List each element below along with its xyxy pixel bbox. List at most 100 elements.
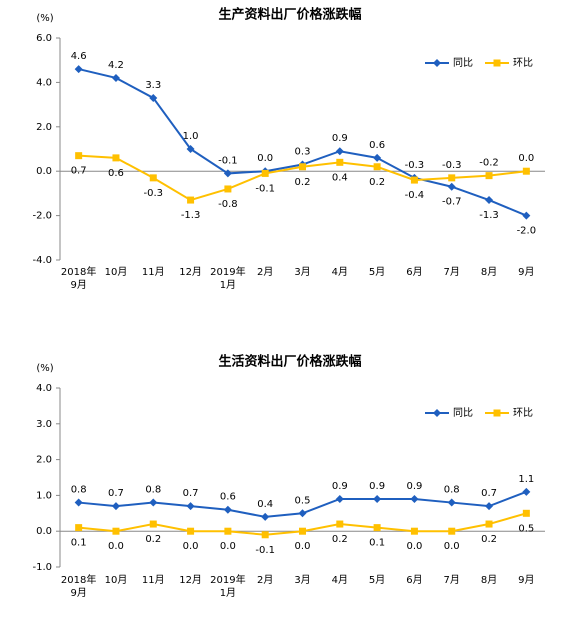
data-label: 0.8 bbox=[145, 485, 161, 496]
data-label: 1.1 bbox=[518, 474, 534, 485]
x-tick-label: 3月 bbox=[294, 266, 310, 278]
marker bbox=[373, 153, 382, 162]
marker bbox=[336, 520, 344, 528]
marker bbox=[522, 167, 530, 175]
x-tick-label: 5月 bbox=[369, 574, 385, 586]
data-label: 0.5 bbox=[295, 495, 311, 506]
data-label: 0.0 bbox=[444, 541, 460, 552]
marker bbox=[485, 172, 493, 180]
x-tick-label: 2018年 bbox=[61, 265, 96, 278]
marker bbox=[74, 498, 83, 507]
y-axis-label: (%) bbox=[36, 363, 53, 374]
data-label: 0.2 bbox=[481, 534, 497, 545]
y-tick-label: 1.0 bbox=[36, 490, 52, 501]
x-tick-label: 1月 bbox=[220, 587, 236, 599]
data-label: 0.0 bbox=[220, 541, 236, 552]
marker bbox=[373, 494, 382, 503]
data-label: 0.9 bbox=[369, 481, 385, 492]
legend-label: 同比 bbox=[453, 57, 473, 69]
marker bbox=[448, 174, 456, 182]
data-label: 0.2 bbox=[295, 177, 311, 188]
x-tick-label: 11月 bbox=[142, 574, 165, 586]
data-label: 3.3 bbox=[145, 80, 161, 91]
marker bbox=[447, 498, 456, 507]
data-label: 0.9 bbox=[332, 133, 348, 144]
x-tick-label: 8月 bbox=[481, 266, 497, 278]
data-label: -0.7 bbox=[442, 197, 462, 208]
data-label: -1.3 bbox=[181, 210, 201, 221]
data-label: 0.8 bbox=[71, 485, 87, 496]
data-label: -0.8 bbox=[218, 199, 238, 210]
marker bbox=[298, 509, 307, 518]
y-tick-label: 0.0 bbox=[36, 526, 52, 537]
x-tick-label: 2019年 bbox=[210, 573, 245, 586]
data-label: 0.0 bbox=[183, 541, 199, 552]
y-axis-label: (%) bbox=[36, 13, 53, 24]
data-label: -0.2 bbox=[479, 158, 499, 169]
legend-marker bbox=[493, 59, 501, 67]
x-tick-label: 10月 bbox=[105, 266, 128, 278]
x-tick-label: 11月 bbox=[142, 266, 165, 278]
legend-marker bbox=[433, 409, 441, 417]
x-tick-label: 8月 bbox=[481, 574, 497, 586]
data-label: 0.4 bbox=[332, 172, 348, 183]
marker bbox=[335, 494, 344, 503]
x-tick-label: 2019年 bbox=[210, 265, 245, 278]
marker bbox=[373, 163, 381, 171]
data-label: 0.4 bbox=[257, 499, 273, 510]
data-label: 0.7 bbox=[183, 488, 199, 499]
y-tick-label: 3.0 bbox=[36, 419, 52, 430]
marker bbox=[186, 145, 195, 153]
data-label: 0.0 bbox=[257, 153, 273, 164]
data-label: -2.0 bbox=[517, 226, 537, 237]
marker bbox=[522, 211, 531, 220]
x-tick-label: 12月 bbox=[179, 574, 202, 586]
data-label: 0.6 bbox=[369, 140, 385, 151]
data-label: -0.3 bbox=[405, 160, 425, 171]
x-tick-label: 7月 bbox=[444, 574, 460, 586]
data-label: 0.1 bbox=[71, 538, 87, 549]
marker bbox=[447, 182, 456, 191]
marker bbox=[112, 527, 120, 535]
x-tick-label: 9月 bbox=[518, 266, 534, 278]
marker bbox=[224, 185, 232, 193]
y-tick-label: -2.0 bbox=[32, 211, 52, 222]
x-tick-label: 1月 bbox=[220, 279, 236, 291]
y-tick-label: 0.0 bbox=[36, 166, 52, 177]
data-label: 4.2 bbox=[108, 60, 124, 71]
marker bbox=[112, 154, 120, 162]
marker bbox=[485, 502, 494, 511]
marker bbox=[149, 174, 157, 182]
data-label: 0.2 bbox=[332, 534, 348, 545]
data-label: 0.9 bbox=[406, 481, 422, 492]
data-label: -1.3 bbox=[479, 210, 499, 221]
data-label: 0.5 bbox=[518, 523, 534, 534]
marker bbox=[522, 509, 530, 517]
x-tick-label: 2018年 bbox=[61, 573, 96, 586]
legend-marker bbox=[433, 59, 441, 67]
marker bbox=[75, 152, 83, 160]
data-label: 0.0 bbox=[406, 541, 422, 552]
y-tick-label: 4.0 bbox=[36, 383, 52, 394]
y-tick-label: -1.0 bbox=[32, 562, 52, 573]
marker bbox=[111, 73, 120, 82]
x-tick-label: 6月 bbox=[406, 266, 422, 278]
data-label: 0.8 bbox=[444, 485, 460, 496]
data-label: 0.0 bbox=[295, 541, 311, 552]
marker bbox=[111, 502, 120, 511]
chart-title: 生活资料出厂价格涨跌幅 bbox=[218, 354, 361, 370]
marker bbox=[299, 163, 306, 171]
marker bbox=[261, 512, 270, 521]
marker bbox=[410, 494, 419, 503]
data-label: -0.1 bbox=[218, 155, 238, 166]
data-label: 0.0 bbox=[518, 153, 534, 164]
y-tick-label: 4.0 bbox=[36, 77, 52, 88]
x-tick-label: 10月 bbox=[105, 574, 128, 586]
data-label: 0.0 bbox=[108, 541, 124, 552]
data-label: -0.1 bbox=[255, 545, 275, 556]
x-tick-label: 9月 bbox=[70, 587, 86, 599]
marker bbox=[223, 169, 232, 178]
x-tick-label: 4月 bbox=[332, 574, 348, 586]
marker bbox=[522, 487, 531, 496]
